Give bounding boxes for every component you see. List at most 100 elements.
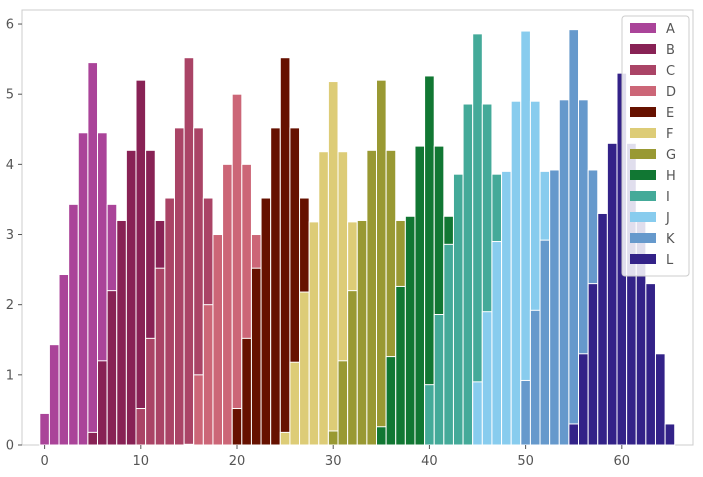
x-tick-label-50: 50 — [517, 454, 534, 469]
bar-e-22 — [250, 267, 262, 446]
bar-b-7 — [106, 290, 118, 446]
bar-a-1 — [48, 344, 60, 446]
bar-d-18 — [212, 234, 224, 446]
legend-swatch-h — [630, 170, 656, 180]
bar-i-40 — [424, 384, 435, 446]
bar-c-12 — [154, 267, 166, 446]
x-tick-label-40: 40 — [421, 454, 438, 469]
legend-label-d: D — [666, 85, 676, 100]
bar-b-10 — [135, 79, 147, 446]
bar-j-49 — [510, 100, 522, 446]
bar-c-13 — [164, 197, 175, 446]
bar-j-46 — [481, 311, 493, 446]
bar-k-51 — [529, 309, 541, 446]
bar-h-37 — [395, 285, 406, 446]
y-tick-label-2: 2 — [6, 298, 14, 313]
bar-j-45 — [472, 381, 483, 446]
legend-label-c: C — [666, 64, 675, 79]
bar-k-53 — [549, 169, 560, 446]
bar-g-30 — [327, 430, 339, 446]
bar-a-5 — [87, 62, 99, 446]
bar-l-59 — [606, 142, 618, 446]
bar-h-36 — [385, 356, 397, 446]
legend-label-k: K — [666, 232, 675, 247]
y-tick-label-6: 6 — [6, 18, 14, 33]
bar-d-16 — [193, 374, 204, 446]
legend-swatch-b — [630, 44, 656, 54]
bar-l-64 — [654, 353, 666, 446]
bar-b-9 — [125, 149, 137, 446]
legend-label-j: J — [665, 211, 670, 226]
legend-swatch-d — [630, 86, 656, 96]
bar-f-28 — [308, 221, 320, 446]
legend-label-l: L — [666, 253, 674, 268]
bar-e-21 — [241, 337, 252, 446]
bar-h-35 — [376, 426, 387, 446]
y-tick-label-3: 3 — [6, 228, 14, 243]
legend-frame — [621, 15, 690, 277]
bar-c-11 — [145, 337, 156, 446]
bar-d-15 — [183, 443, 195, 446]
x-tick-label-10: 10 — [133, 454, 150, 469]
bar-l-57 — [587, 283, 599, 446]
legend-label-a: A — [666, 22, 675, 37]
bars-layer — [39, 29, 676, 446]
x-tick-label-20: 20 — [229, 454, 246, 469]
legend-swatch-f — [630, 128, 656, 138]
bar-l-63 — [645, 283, 656, 446]
bar-d-19 — [222, 163, 233, 446]
legend-label-f: F — [666, 127, 673, 142]
bar-a-2 — [58, 274, 70, 446]
y-tick-label-4: 4 — [6, 158, 14, 173]
bar-d-20 — [231, 93, 243, 446]
legend-swatch-g — [630, 149, 656, 159]
bar-g-32 — [347, 290, 358, 446]
bar-k-54 — [558, 99, 570, 446]
bar-b-8 — [116, 219, 127, 446]
legend-label-g: G — [666, 148, 676, 163]
legend-swatch-a — [630, 23, 656, 33]
bar-f-27 — [299, 291, 310, 446]
bar-g-35 — [376, 79, 387, 446]
bar-f-25 — [279, 431, 291, 446]
bar-a-3 — [68, 203, 79, 446]
bar-k-55 — [568, 29, 580, 446]
legend-swatch-k — [630, 233, 656, 243]
bar-b-5 — [87, 431, 99, 446]
legend-label-e: E — [666, 106, 674, 121]
legend-label-h: H — [666, 169, 676, 184]
bar-c-14 — [173, 127, 185, 446]
bar-l-55 — [568, 423, 580, 446]
bar-l-56 — [578, 353, 589, 446]
bar-b-6 — [97, 360, 108, 446]
bar-i-42 — [443, 243, 454, 446]
legend-swatch-j — [630, 212, 656, 222]
bar-c-15 — [183, 57, 195, 446]
bar-l-65 — [664, 423, 676, 446]
x-tick-label-60: 60 — [614, 454, 631, 469]
bar-a-4 — [77, 132, 89, 446]
bar-g-33 — [356, 219, 368, 446]
bar-f-29 — [318, 151, 329, 446]
bar-e-20 — [231, 408, 243, 446]
bar-e-24 — [270, 127, 281, 446]
y-tick-label-0: 0 — [6, 439, 14, 454]
bar-i-41 — [433, 314, 445, 446]
bar-f-30 — [327, 81, 339, 446]
bar-f-26 — [289, 361, 301, 446]
legend-swatch-c — [630, 65, 656, 75]
legend-swatch-i — [630, 191, 656, 201]
legend-swatch-e — [630, 107, 656, 117]
bar-g-31 — [337, 360, 349, 446]
bar-j-47 — [491, 241, 503, 446]
bar-i-43 — [452, 173, 464, 446]
bar-i-44 — [462, 103, 474, 446]
legend-label-b: B — [666, 43, 675, 58]
bar-e-25 — [279, 57, 291, 446]
bar-a-0 — [39, 412, 50, 446]
x-tick-label-30: 30 — [325, 454, 342, 469]
